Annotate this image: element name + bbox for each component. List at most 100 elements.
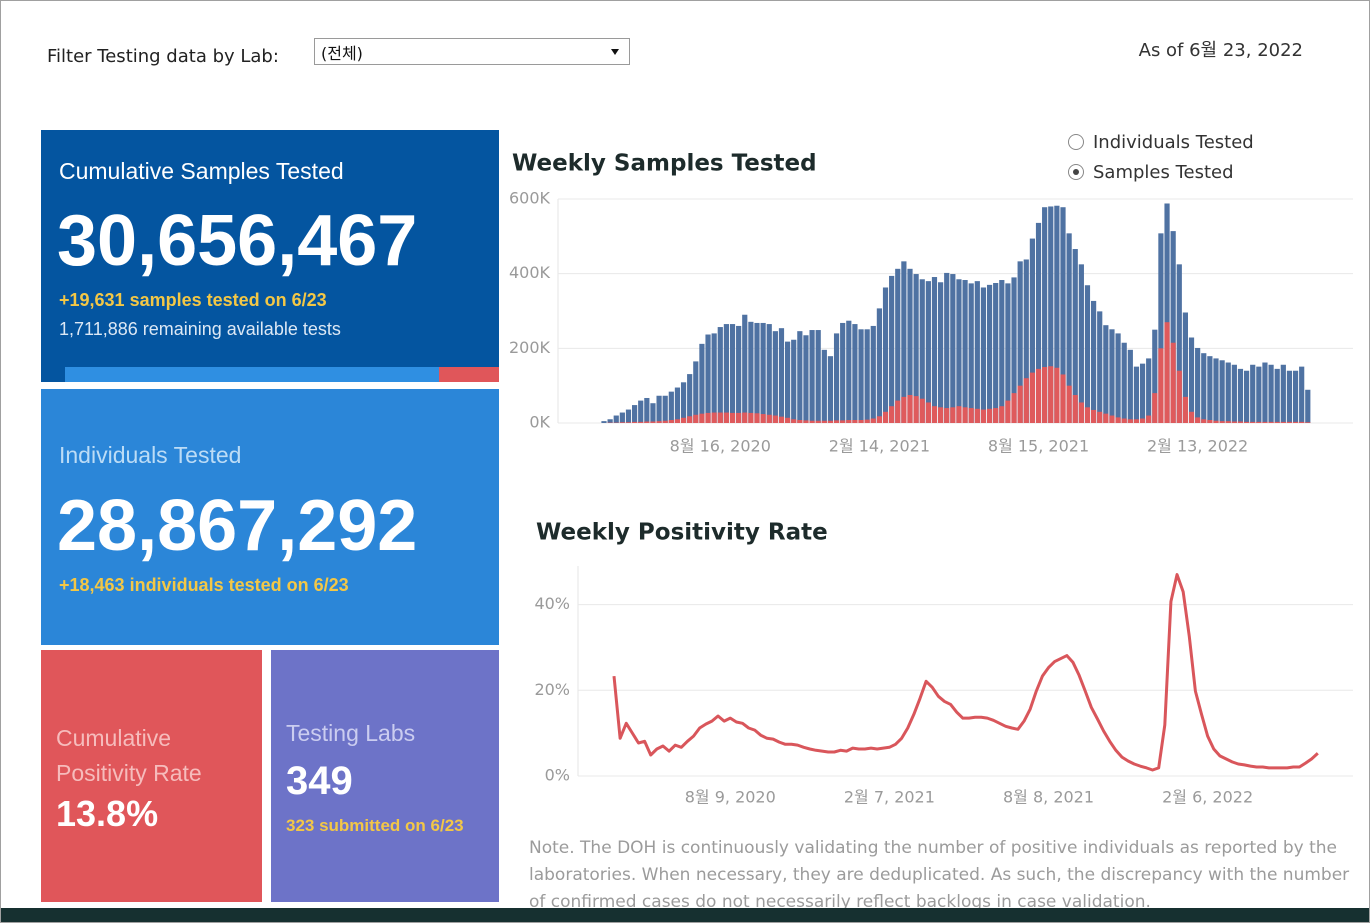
- bar: [760, 322, 766, 423]
- bar: [1182, 396, 1188, 423]
- bar: [925, 281, 931, 423]
- chart-title: Weekly Positivity Rate: [536, 520, 828, 546]
- bar: [1091, 409, 1097, 423]
- bar: [974, 408, 980, 423]
- bar: [668, 391, 674, 423]
- bar: [986, 284, 993, 423]
- as-of-date: As of 6월 23, 2022: [1138, 40, 1303, 61]
- bar: [1097, 311, 1103, 423]
- bar: [1146, 358, 1152, 423]
- bar: [1195, 347, 1201, 423]
- bar: [742, 314, 748, 423]
- bar: [846, 320, 852, 423]
- bar: [748, 321, 754, 423]
- bar: [1103, 413, 1109, 423]
- bar: [1219, 360, 1225, 423]
- bar: [797, 420, 803, 423]
- bar: [1152, 329, 1158, 423]
- y-tick-label: 200K: [509, 338, 551, 357]
- bar: [1042, 207, 1048, 423]
- bar: [993, 408, 999, 423]
- bar: [1048, 206, 1054, 423]
- bar: [1054, 205, 1060, 423]
- bar: [1219, 421, 1225, 423]
- select-value: (전체): [321, 44, 363, 63]
- bar: [1274, 421, 1280, 423]
- bar: [791, 419, 797, 423]
- bar: [644, 421, 650, 423]
- bar: [625, 422, 632, 423]
- x-tick-label: 8월 16, 2020: [670, 437, 771, 456]
- bar: [1133, 419, 1140, 423]
- bar: [1213, 358, 1219, 423]
- line: [612, 573, 1319, 772]
- bar: [815, 330, 821, 423]
- bar: [656, 395, 662, 423]
- bar: [1280, 364, 1286, 423]
- bar: [1286, 421, 1293, 423]
- bar: [705, 412, 711, 423]
- bar: [656, 421, 662, 423]
- bar: [1103, 325, 1109, 423]
- bar: [729, 412, 736, 423]
- bar: [766, 414, 772, 423]
- bar: [913, 274, 919, 423]
- bar: [840, 420, 846, 423]
- bar: [1201, 419, 1207, 423]
- bar: [662, 395, 668, 423]
- bar: [968, 408, 974, 423]
- bar: [1188, 337, 1195, 423]
- bar: [1292, 370, 1299, 423]
- bar: [632, 405, 638, 423]
- card-value: 349: [286, 759, 353, 803]
- bar: [778, 416, 785, 423]
- bar: [1231, 364, 1237, 423]
- bar: [919, 279, 925, 423]
- bar: [1158, 348, 1164, 423]
- bar: [1176, 264, 1182, 423]
- bar: [1256, 421, 1262, 423]
- bar: [1262, 362, 1268, 423]
- bar: [1048, 366, 1054, 423]
- bar: [827, 420, 834, 423]
- bar: [938, 407, 944, 423]
- toggle-option[interactable]: Samples Tested: [1067, 161, 1254, 191]
- bar: [956, 279, 962, 423]
- bar: [809, 330, 815, 423]
- bar: [1011, 277, 1017, 423]
- bar: [986, 408, 993, 423]
- bar: [1139, 363, 1146, 423]
- bar: [1256, 366, 1262, 423]
- bar: [925, 402, 931, 423]
- option-label: Individuals Tested: [1093, 132, 1254, 153]
- bar: [1262, 421, 1268, 423]
- bar: [962, 407, 968, 423]
- bar: [1035, 222, 1042, 423]
- bar: [650, 421, 656, 423]
- card-value: 30,656,467: [57, 201, 418, 281]
- bar: [889, 275, 895, 423]
- bar: [1127, 349, 1133, 423]
- bar: [772, 331, 778, 423]
- bar: [1182, 312, 1188, 423]
- bar: [1029, 238, 1035, 423]
- bar: [619, 422, 625, 423]
- toggle-option[interactable]: Individuals Tested: [1067, 131, 1254, 161]
- bar: [1237, 368, 1244, 423]
- card-value: 28,867,292: [57, 486, 418, 566]
- bar: [1091, 300, 1097, 423]
- bar: [876, 308, 882, 423]
- bar: [1213, 420, 1219, 423]
- bar: [919, 398, 925, 423]
- bar: [1072, 395, 1078, 423]
- bar: [821, 349, 827, 423]
- bar: [864, 329, 870, 423]
- lab-select[interactable]: (전체): [314, 38, 630, 65]
- y-tick-label: 20%: [534, 680, 570, 699]
- bar: [632, 421, 638, 423]
- bar: [840, 322, 846, 423]
- bar: [968, 283, 974, 423]
- bar: [809, 420, 815, 423]
- bar: [833, 333, 840, 423]
- bar: [1017, 385, 1023, 423]
